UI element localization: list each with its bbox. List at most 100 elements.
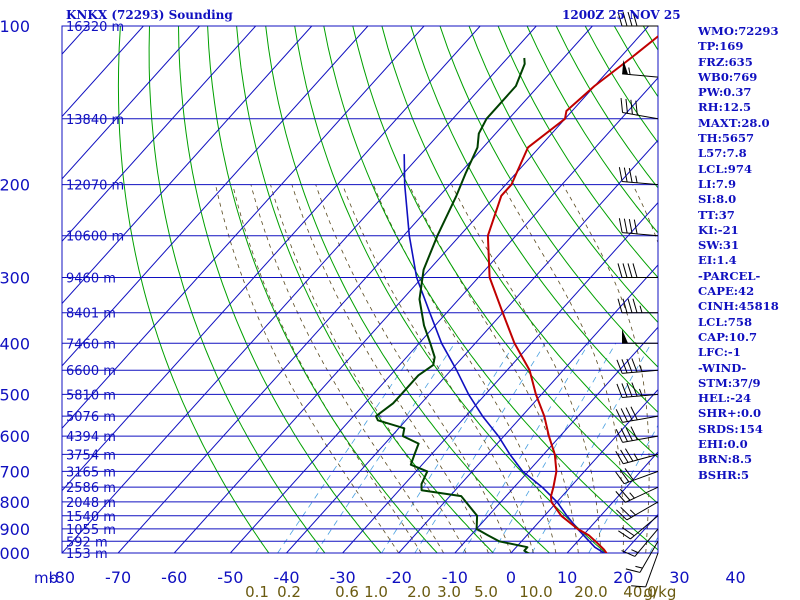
wind-barb-staff <box>624 470 659 485</box>
height-label: 16320 m <box>66 20 124 35</box>
wind-barb-half-flag <box>628 67 631 75</box>
wind-barb-staff <box>622 369 659 374</box>
wind-barb-flag <box>621 383 628 398</box>
isotherm-line <box>62 26 369 367</box>
mixing-ratio-line <box>531 343 652 553</box>
temperature-line <box>486 35 658 553</box>
wind-barb-flag <box>631 585 646 588</box>
mixing-ratio-line <box>492 343 617 553</box>
mixing-ratio-label: 0.1 <box>245 583 269 600</box>
mixing-ratio-label: 40.0 <box>623 583 656 600</box>
height-label: 5810 m <box>66 388 116 403</box>
isotherm-line <box>286 139 658 553</box>
wind-barb-flag <box>633 219 638 234</box>
dry-adiabat-line <box>352 26 658 505</box>
isotherm-line <box>230 77 658 553</box>
temperature-tick-label: -40 <box>273 568 299 587</box>
wind-barb-flag <box>625 407 633 421</box>
temperature-tick-label: 0 <box>506 568 516 587</box>
parcel-trace-line <box>403 154 606 553</box>
index-item: CAPE:42 <box>698 284 755 299</box>
mixing-ratio-line <box>414 343 546 553</box>
index-item: CAP:10.7 <box>698 329 758 344</box>
wind-barb-half-flag <box>635 565 643 569</box>
moist-adiabat-line <box>215 184 400 553</box>
wind-barb-flag <box>615 471 625 484</box>
wind-barb-staff <box>622 435 659 443</box>
height-label: 8401 m <box>66 307 116 322</box>
wind-barb-flag <box>621 527 635 537</box>
pressure-tick-label: 400 <box>0 334 30 353</box>
wind-barb-flag <box>615 491 626 503</box>
wind-barb <box>617 298 658 314</box>
wind-barb-flag <box>617 11 623 27</box>
wind-barb-staff <box>623 453 659 465</box>
wind-barb-flag <box>628 219 633 234</box>
index-item: SHR+:0.0 <box>698 406 762 421</box>
mixing-ratio-label: 10.0 <box>519 583 552 600</box>
mixing-ratio-label: 0.6 <box>335 583 359 600</box>
wind-barb-flag <box>618 218 623 233</box>
isotherm-line <box>342 201 658 553</box>
wind-barb-flag <box>618 167 623 182</box>
height-label: 7460 m <box>66 337 116 352</box>
isotherm-line <box>398 264 658 553</box>
pressure-tick-label: 1000 <box>0 544 30 563</box>
temperature-tick-label: -80 <box>49 568 75 587</box>
index-item: SW:31 <box>698 238 740 253</box>
mixing-ratio-label: 1.0 <box>364 583 388 600</box>
wind-barb-flag <box>617 263 623 278</box>
index-item: WMO:72293 <box>698 24 779 38</box>
isotherm-line <box>454 326 658 553</box>
temperature-tick-label: -70 <box>105 568 131 587</box>
wind-barb-half-flag <box>629 509 636 516</box>
index-item: HEL:-24 <box>698 391 752 406</box>
wind-barb-half-flag <box>629 492 635 499</box>
mixing-ratio-label: 2.0 <box>407 583 431 600</box>
moist-adiabat-line <box>372 184 557 553</box>
temperature-tick-label: 20 <box>613 568 633 587</box>
height-label: 2048 m <box>66 496 116 511</box>
wind-barb <box>617 11 658 27</box>
wind-barb-half-flag <box>631 549 639 554</box>
dry-adiabat-line <box>468 26 658 324</box>
wind-barb-staff <box>622 393 659 398</box>
index-item: LCL:974 <box>698 161 753 176</box>
height-label: 592 m <box>66 535 108 550</box>
wind-barb-flag <box>625 568 641 573</box>
wind-barb-flag <box>620 98 624 113</box>
wind-barb-flag <box>622 11 628 27</box>
wind-barb-flag <box>616 509 628 521</box>
index-item: KI:-21 <box>698 222 739 237</box>
wind-barb-flag <box>626 358 633 373</box>
wind-barb-half-flag <box>633 453 639 461</box>
height-label: 1055 m <box>66 523 116 538</box>
wind-barb <box>615 406 659 423</box>
index-item: EHI:0.0 <box>698 437 748 452</box>
height-label: 3754 m <box>66 448 116 463</box>
wind-barb-flag <box>628 167 633 183</box>
dry-adiabat-line <box>207 26 438 553</box>
temperature-tick-label: 40 <box>725 568 745 587</box>
wind-barb-flag <box>622 263 628 278</box>
isotherm-line <box>566 451 658 553</box>
index-item: CINH:45818 <box>698 299 779 314</box>
wind-barb-flag <box>627 298 633 313</box>
wind-barb-flag <box>625 427 633 441</box>
wind-barb-staff <box>622 415 659 423</box>
index-item: TP:169 <box>698 39 744 54</box>
mixing-ratio-line <box>462 343 590 553</box>
wind-barb-half-flag <box>635 175 638 183</box>
pressure-tick-label: 200 <box>0 176 30 195</box>
isotherm-line <box>62 26 200 180</box>
wind-barb-flag <box>621 359 628 374</box>
index-item: -WIND- <box>698 360 747 375</box>
wind-barb <box>621 528 659 557</box>
height-label: 12070 m <box>66 179 124 194</box>
wind-barb <box>622 59 659 78</box>
pressure-tick-label: 300 <box>0 268 30 287</box>
wind-barb-flag <box>620 449 629 463</box>
mixing-ratio-line <box>277 343 421 553</box>
mixing-ratio-label: 3.0 <box>437 583 461 600</box>
